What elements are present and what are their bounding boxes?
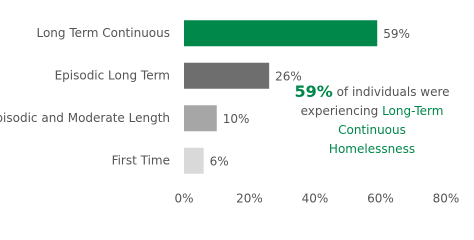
bar — [184, 62, 270, 89]
annotation-part: Continuous — [338, 123, 406, 137]
annotation: Homelessness — [329, 142, 415, 156]
x-tick-label: 60% — [367, 192, 394, 206]
annotation: Continuous — [338, 123, 406, 137]
value-label: 26% — [275, 69, 302, 83]
x-tick-label: 0% — [174, 192, 193, 206]
bar — [184, 147, 204, 174]
annotation-part: 59% — [294, 82, 332, 101]
chart: Long Term Continuous 59% Episodic Long Ter… — [0, 20, 460, 206]
category-label: First Time — [112, 153, 170, 167]
annotation: 59% of individuals were — [294, 82, 449, 101]
annotation: experiencing Long-Term — [301, 104, 444, 118]
value-label: 6% — [210, 154, 229, 168]
bar — [184, 105, 217, 132]
category-label: Episodic Long Term — [55, 68, 170, 82]
annotation-part: Homelessness — [329, 142, 415, 156]
x-tick-label: 80% — [433, 192, 460, 206]
bar — [184, 20, 378, 47]
annotation-part: of individuals were — [333, 85, 450, 99]
category-label: Episodic and Moderate Length — [0, 111, 170, 125]
annotation-part: Long-Term — [382, 104, 443, 118]
category-label: Long Term Continuous — [36, 26, 170, 40]
annotation-part: experiencing — [301, 104, 383, 118]
x-tick-label: 20% — [236, 192, 263, 206]
x-tick-label: 40% — [302, 192, 329, 206]
value-label: 59% — [383, 27, 410, 41]
value-label: 10% — [223, 112, 250, 126]
